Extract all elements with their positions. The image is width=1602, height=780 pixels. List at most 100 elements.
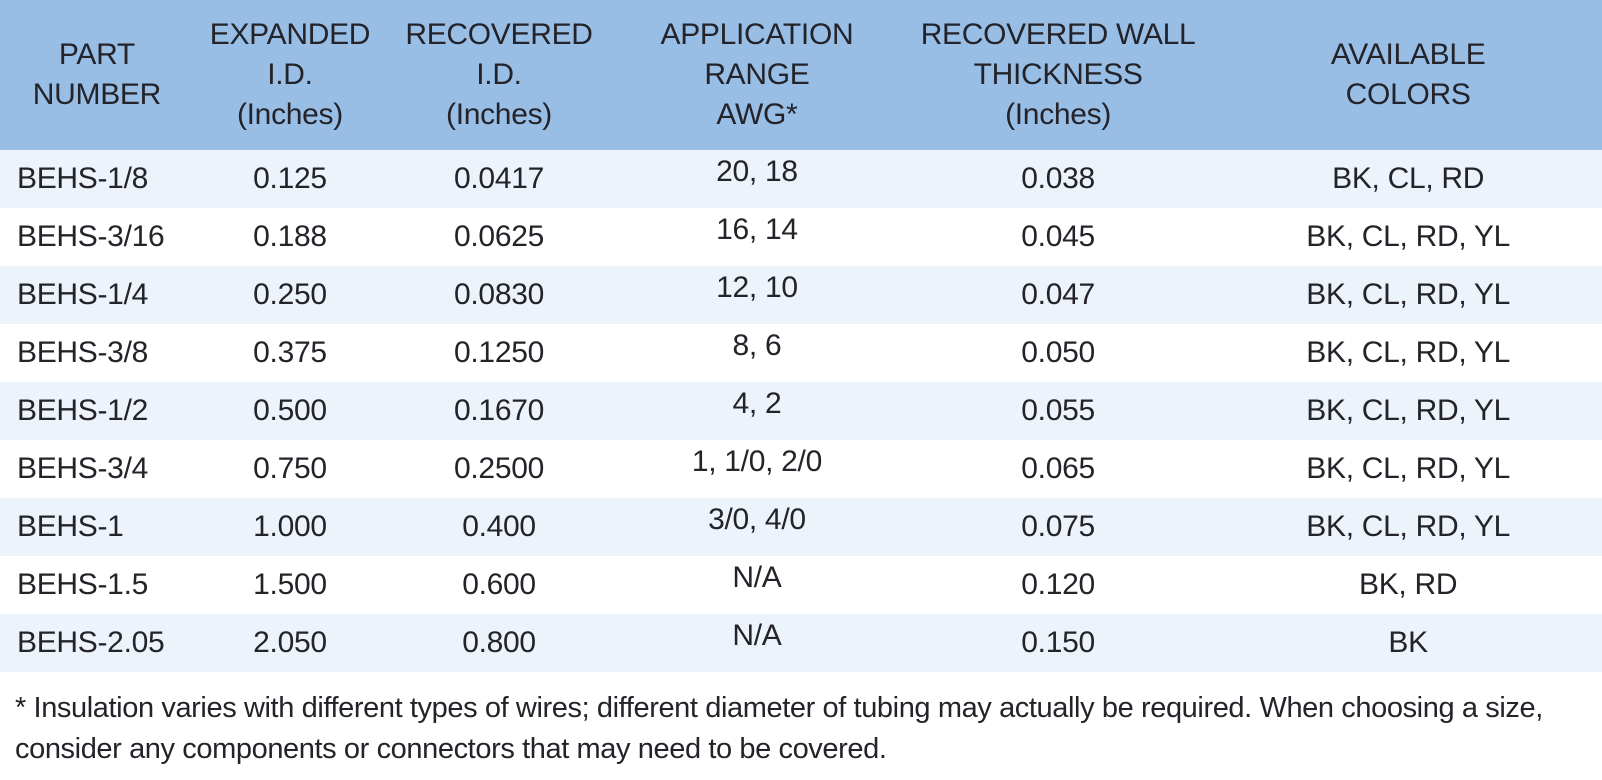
header-line: APPLICATION (660, 18, 854, 51)
cell-expanded-id: 0.188 (253, 220, 327, 253)
table-row: BEHS-1/4 0.250 0.0830 12, 10 0.047 BK, C… (0, 266, 1602, 324)
cell-awg-range: 20, 18 (612, 150, 902, 208)
cell-wall-thickness: 0.050 (1021, 336, 1095, 369)
cell-wall-thickness: 0.038 (1021, 162, 1095, 195)
cell-awg-range: 3/0, 4/0 (612, 498, 902, 556)
cell-recovered-id: 0.0417 (454, 162, 544, 195)
table-row: BEHS-3/4 0.750 0.2500 1, 1/0, 2/0 0.065 … (0, 440, 1602, 498)
header-line: EXPANDED (209, 18, 371, 51)
header-line: PART (58, 38, 135, 71)
cell-available-colors: BK, CL, RD, YL (1306, 220, 1510, 253)
cell-wall-thickness: 0.120 (1021, 568, 1095, 601)
header-line: (Inches) (1005, 98, 1112, 131)
cell-available-colors: BK, CL, RD, YL (1306, 510, 1510, 543)
cell-expanded-id: 0.250 (253, 278, 327, 311)
header-line: NUMBER (32, 78, 162, 111)
cell-expanded-id: 0.500 (253, 394, 327, 427)
cell-recovered-id: 0.1670 (454, 394, 544, 427)
awg-value: 16, 14 (716, 213, 798, 246)
table-row: BEHS-2.05 2.050 0.800 N/A 0.150 BK (0, 614, 1602, 672)
table-row: BEHS-3/8 0.375 0.1250 8, 6 0.050 BK, CL,… (0, 324, 1602, 382)
cell-awg-range: 1, 1/0, 2/0 (612, 440, 902, 498)
awg-value: 12, 10 (716, 271, 798, 304)
table-header: PART NUMBER EXPANDED I.D. (Inches) RECOV… (0, 0, 1602, 150)
cell-part-number: BEHS-1.5 (17, 568, 148, 601)
cell-expanded-id: 0.750 (253, 452, 327, 485)
cell-expanded-id: 0.375 (253, 336, 327, 369)
header-line: (Inches) (446, 98, 552, 131)
cell-wall-thickness: 0.045 (1021, 220, 1095, 253)
cell-recovered-id: 0.1250 (454, 336, 544, 369)
cell-part-number: BEHS-2.05 (17, 626, 165, 659)
cell-wall-thickness: 0.055 (1021, 394, 1095, 427)
header-line: RECOVERED (405, 18, 593, 51)
cell-available-colors: BK, CL, RD, YL (1306, 278, 1510, 311)
cell-part-number: BEHS-1/2 (17, 394, 148, 427)
cell-awg-range: N/A (612, 614, 902, 672)
awg-value: N/A (732, 619, 782, 652)
cell-available-colors: BK, CL, RD, YL (1306, 336, 1510, 369)
awg-value: 8, 6 (732, 329, 782, 362)
header-row: PART NUMBER EXPANDED I.D. (Inches) RECOV… (0, 0, 1602, 150)
header-line: I.D. (476, 58, 522, 91)
header-line: AWG* (716, 98, 798, 131)
cell-available-colors: BK, CL, RD, YL (1306, 394, 1510, 427)
cell-part-number: BEHS-3/16 (17, 220, 165, 253)
col-header-recovered-id: RECOVERED I.D. (Inches) (386, 0, 612, 150)
cell-wall-thickness: 0.075 (1021, 510, 1095, 543)
col-header-expanded-id: EXPANDED I.D. (Inches) (193, 0, 387, 150)
cell-part-number: BEHS-1/4 (17, 278, 148, 311)
table-body: BEHS-1/8 0.125 0.0417 20, 18 0.038 BK, C… (0, 150, 1602, 672)
cell-expanded-id: 2.050 (253, 626, 327, 659)
tubing-specs-table: PART NUMBER EXPANDED I.D. (Inches) RECOV… (0, 0, 1602, 672)
table-row: BEHS-3/16 0.188 0.0625 16, 14 0.045 BK, … (0, 208, 1602, 266)
table-row: BEHS-1 1.000 0.400 3/0, 4/0 0.075 BK, CL… (0, 498, 1602, 556)
cell-wall-thickness: 0.150 (1021, 626, 1095, 659)
cell-awg-range: 16, 14 (612, 208, 902, 266)
cell-available-colors: BK (1388, 626, 1428, 659)
cell-recovered-id: 0.800 (462, 626, 536, 659)
cell-awg-range: 4, 2 (612, 382, 902, 440)
cell-recovered-id: 0.2500 (454, 452, 544, 485)
header-line: (Inches) (236, 98, 343, 131)
cell-part-number: BEHS-1 (17, 510, 124, 543)
cell-part-number: BEHS-3/8 (17, 336, 148, 369)
cell-wall-thickness: 0.065 (1021, 452, 1095, 485)
cell-part-number: BEHS-1/8 (17, 162, 148, 195)
cell-part-number: BEHS-3/4 (17, 452, 148, 485)
cell-available-colors: BK, RD (1359, 568, 1458, 601)
cell-awg-range: 8, 6 (612, 324, 902, 382)
cell-recovered-id: 0.400 (462, 510, 536, 543)
header-line: I.D. (267, 58, 313, 91)
awg-value: 1, 1/0, 2/0 (691, 445, 822, 478)
cell-recovered-id: 0.0625 (454, 220, 544, 253)
cell-wall-thickness: 0.047 (1021, 278, 1095, 311)
cell-recovered-id: 0.600 (462, 568, 536, 601)
cell-available-colors: BK, CL, RD (1332, 162, 1485, 195)
col-header-wall-thickness: RECOVERED WALL THICKNESS (Inches) (901, 0, 1215, 150)
awg-value: 4, 2 (732, 387, 782, 420)
header-line: THICKNESS (973, 58, 1143, 91)
header-line: RANGE (704, 58, 810, 91)
cell-awg-range: 12, 10 (612, 266, 902, 324)
header-line: COLORS (1345, 78, 1471, 111)
table-row: BEHS-1/2 0.500 0.1670 4, 2 0.055 BK, CL,… (0, 382, 1602, 440)
header-line: RECOVERED WALL (920, 18, 1196, 51)
cell-awg-range: N/A (612, 556, 902, 614)
table-row: BEHS-1/8 0.125 0.0417 20, 18 0.038 BK, C… (0, 150, 1602, 208)
header-line: AVAILABLE (1330, 38, 1486, 71)
awg-footnote: * Insulation varies with different types… (15, 692, 1543, 765)
table-row: BEHS-1.5 1.500 0.600 N/A 0.120 BK, RD (0, 556, 1602, 614)
col-header-part-number: PART NUMBER (0, 0, 194, 150)
col-header-application-range: APPLICATION RANGE AWG* (611, 0, 902, 150)
cell-available-colors: BK, CL, RD, YL (1306, 452, 1510, 485)
awg-value: 3/0, 4/0 (708, 503, 806, 536)
cell-recovered-id: 0.0830 (454, 278, 544, 311)
awg-value: N/A (732, 561, 782, 594)
cell-expanded-id: 1.500 (253, 568, 327, 601)
col-header-available-colors: AVAILABLE COLORS (1214, 0, 1602, 150)
awg-value: 20, 18 (716, 155, 798, 188)
cell-expanded-id: 0.125 (253, 162, 327, 195)
cell-expanded-id: 1.000 (253, 510, 327, 543)
